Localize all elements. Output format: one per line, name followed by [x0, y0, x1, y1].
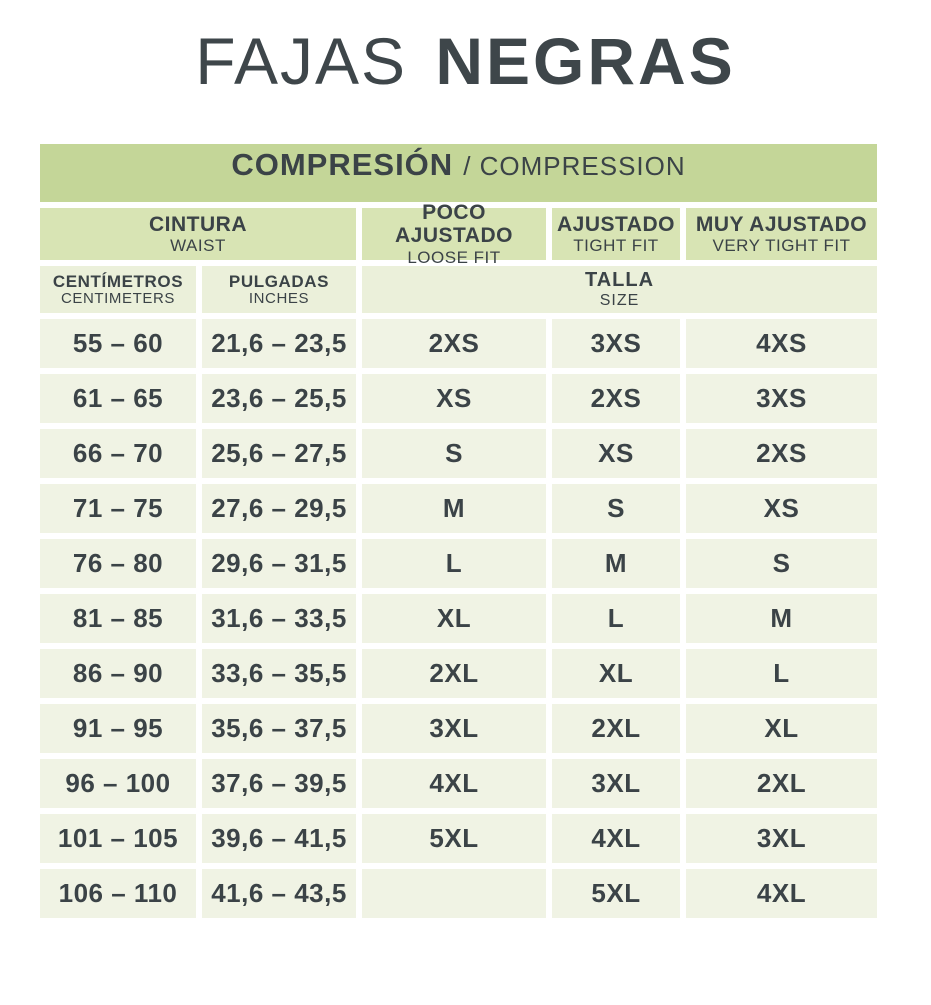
header-cintura-es: CINTURA — [149, 212, 247, 236]
cell-loose-size: M — [362, 484, 546, 533]
cell-inches: 29,6 – 31,5 — [202, 539, 356, 588]
compression-size-table: COMPRESIÓN / COMPRESSION CINTURA WAIST P… — [40, 144, 877, 918]
header-inch-es: PULGADAS — [228, 271, 330, 291]
cell-loose-size: XL — [362, 594, 546, 643]
cell-inches: 31,6 – 33,5 — [202, 594, 356, 643]
cell-tight-size: 3XS — [552, 319, 680, 368]
header-loose-en: LOOSE FIT — [407, 248, 501, 267]
banner-title-en: / COMPRESSION — [463, 151, 686, 181]
cell-tight-size: L — [552, 594, 680, 643]
header-loose-es: POCO AJUSTADO — [395, 200, 513, 248]
cell-cm: 76 – 80 — [40, 539, 196, 588]
header-size: TALLA SIZE — [362, 266, 877, 313]
header-tight-fit: AJUSTADO TIGHT FIT — [552, 208, 680, 260]
cell-very-tight-size: 4XL — [686, 869, 877, 918]
cell-very-tight-size: L — [686, 649, 877, 698]
cell-loose-size: 5XL — [362, 814, 546, 863]
header-cm-en: CENTIMETERS — [60, 289, 176, 307]
header-centimeters: CENTÍMETROS CENTIMETERS — [40, 266, 196, 313]
header-loose-fit: POCO AJUSTADO LOOSE FIT — [362, 201, 546, 267]
cell-inches: 41,6 – 43,5 — [202, 869, 356, 918]
cell-loose-size: 3XL — [362, 704, 546, 753]
cell-inches: 37,6 – 39,5 — [202, 759, 356, 808]
cell-cm: 96 – 100 — [40, 759, 196, 808]
cell-cm: 106 – 110 — [40, 869, 196, 918]
header-cintura: CINTURA WAIST — [40, 208, 356, 260]
title-word-fajas: FAJAS — [195, 24, 408, 98]
cell-tight-size: 2XS — [552, 374, 680, 423]
cell-loose-size: 2XS — [362, 319, 546, 368]
cell-very-tight-size: 3XL — [686, 814, 877, 863]
cell-inches: 23,6 – 25,5 — [202, 374, 356, 423]
header-very-tight-es: MUY AJUSTADO — [695, 212, 868, 236]
cell-very-tight-size: S — [686, 539, 877, 588]
cell-very-tight-size: XS — [686, 484, 877, 533]
cell-tight-size: S — [552, 484, 680, 533]
header-cm-es: CENTÍMETROS — [52, 271, 184, 291]
cell-very-tight-size: M — [686, 594, 877, 643]
cell-very-tight-size: 2XS — [686, 429, 877, 478]
cell-loose-size: XS — [362, 374, 546, 423]
cell-loose-size: 2XL — [362, 649, 546, 698]
cell-tight-size: XS — [552, 429, 680, 478]
cell-loose-size: 4XL — [362, 759, 546, 808]
cell-very-tight-size: 2XL — [686, 759, 877, 808]
cell-cm: 101 – 105 — [40, 814, 196, 863]
cell-very-tight-size: 3XS — [686, 374, 877, 423]
header-very-tight-en: VERY TIGHT FIT — [712, 236, 851, 256]
header-tight-en: TIGHT FIT — [573, 236, 659, 256]
header-talla-en: SIZE — [599, 291, 640, 309]
header-inch-en: INCHES — [248, 289, 310, 307]
cell-cm: 55 – 60 — [40, 319, 196, 368]
cell-tight-size: XL — [552, 649, 680, 698]
banner-title-es: COMPRESIÓN — [231, 147, 454, 182]
header-talla-es: TALLA — [584, 269, 655, 292]
cell-very-tight-size: 4XS — [686, 319, 877, 368]
cell-loose-size: S — [362, 429, 546, 478]
cell-tight-size: 4XL — [552, 814, 680, 863]
cell-loose-size — [362, 869, 546, 918]
cell-very-tight-size: XL — [686, 704, 877, 753]
cell-tight-size: 5XL — [552, 869, 680, 918]
table-banner: COMPRESIÓN / COMPRESSION — [40, 144, 877, 202]
header-tight-es: AJUSTADO — [557, 212, 675, 236]
cell-inches: 27,6 – 29,5 — [202, 484, 356, 533]
cell-inches: 39,6 – 41,5 — [202, 814, 356, 863]
cell-cm: 71 – 75 — [40, 484, 196, 533]
cell-cm: 66 – 70 — [40, 429, 196, 478]
cell-tight-size: 3XL — [552, 759, 680, 808]
page-title: FAJAS NEGRAS — [0, 24, 931, 100]
cell-cm: 81 – 85 — [40, 594, 196, 643]
cell-inches: 35,6 – 37,5 — [202, 704, 356, 753]
cell-inches: 21,6 – 23,5 — [202, 319, 356, 368]
header-very-tight-fit: MUY AJUSTADO VERY TIGHT FIT — [686, 208, 877, 260]
cell-cm: 86 – 90 — [40, 649, 196, 698]
cell-loose-size: L — [362, 539, 546, 588]
cell-cm: 91 – 95 — [40, 704, 196, 753]
title-word-negras: NEGRAS — [435, 24, 736, 98]
cell-inches: 33,6 – 35,5 — [202, 649, 356, 698]
header-cintura-en: WAIST — [170, 236, 226, 256]
header-inches: PULGADAS INCHES — [202, 266, 356, 313]
cell-tight-size: M — [552, 539, 680, 588]
cell-cm: 61 – 65 — [40, 374, 196, 423]
cell-inches: 25,6 – 27,5 — [202, 429, 356, 478]
cell-tight-size: 2XL — [552, 704, 680, 753]
